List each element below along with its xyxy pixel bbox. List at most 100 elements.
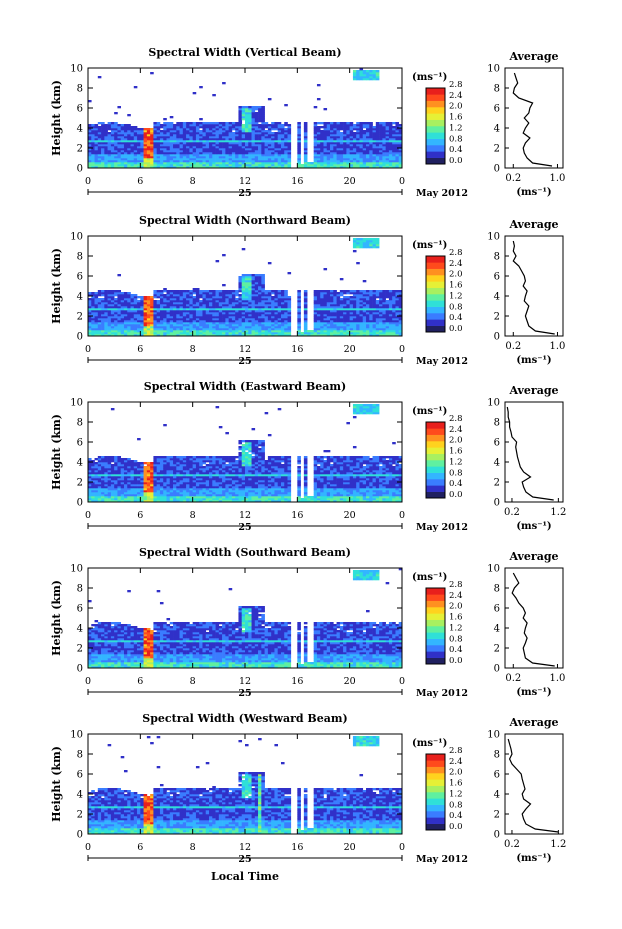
heatmap-cell bbox=[379, 326, 383, 329]
heatmap-cell bbox=[150, 492, 154, 495]
heatmap-cell bbox=[169, 116, 174, 119]
heatmap-cell bbox=[150, 134, 154, 137]
heatmap-cell bbox=[245, 304, 249, 307]
heatmap-cell bbox=[366, 132, 370, 135]
heatmap-cell bbox=[182, 162, 187, 165]
heatmap-cell bbox=[91, 164, 95, 167]
heatmap-cell bbox=[179, 128, 184, 131]
heatmap-cell bbox=[110, 162, 115, 165]
heatmap-cell bbox=[88, 332, 92, 335]
heatmap-cell bbox=[258, 298, 262, 301]
heatmap-cell bbox=[356, 312, 360, 315]
heatmap-cell bbox=[313, 128, 318, 131]
heatmap-cell bbox=[101, 300, 105, 303]
heatmap-cell bbox=[280, 142, 285, 145]
heatmap-cell bbox=[153, 480, 157, 483]
heatmap-cell bbox=[120, 294, 125, 297]
heatmap-cell bbox=[91, 304, 95, 307]
heatmap-cell bbox=[238, 158, 243, 161]
heatmap-cell bbox=[339, 306, 344, 309]
heatmap-cell bbox=[146, 320, 151, 323]
heatmap-cell bbox=[343, 312, 347, 315]
heatmap-cell bbox=[101, 150, 105, 153]
heatmap-cell bbox=[369, 244, 373, 247]
heatmap-cell bbox=[372, 240, 377, 243]
heatmap-cell bbox=[218, 140, 223, 143]
heatmap-cell bbox=[352, 136, 357, 139]
heatmap-cell bbox=[150, 480, 154, 483]
heatmap-cell bbox=[264, 164, 269, 167]
heatmap-cell bbox=[94, 140, 99, 143]
heatmap-cell bbox=[398, 304, 403, 307]
heatmap-cell bbox=[375, 144, 380, 147]
heatmap-cell bbox=[261, 308, 265, 311]
avg-y-tick-label: 4 bbox=[494, 292, 500, 303]
heatmap-cell bbox=[202, 130, 207, 133]
heatmap-cell bbox=[225, 312, 229, 315]
heatmap-cell bbox=[254, 282, 259, 285]
heatmap-cell bbox=[91, 298, 95, 301]
heatmap-cell bbox=[261, 316, 265, 319]
heatmap-cell bbox=[140, 296, 144, 299]
heatmap-cell bbox=[336, 146, 341, 149]
heatmap-cell bbox=[101, 326, 105, 329]
heatmap-cell bbox=[205, 326, 210, 329]
heatmap-cell bbox=[166, 154, 171, 157]
heatmap-cell bbox=[375, 128, 380, 131]
heatmap-cell bbox=[280, 292, 285, 295]
heatmap-cell bbox=[137, 306, 141, 309]
heatmap-cell bbox=[212, 140, 216, 143]
heatmap-cell bbox=[182, 164, 187, 167]
heatmap-cell bbox=[382, 328, 386, 331]
heatmap-cell bbox=[385, 152, 390, 155]
heatmap-cell bbox=[388, 300, 393, 303]
heatmap-cell bbox=[120, 144, 125, 147]
heatmap-cell bbox=[88, 128, 92, 131]
heatmap-cell bbox=[388, 146, 393, 149]
heatmap-cell bbox=[359, 140, 364, 143]
heatmap-cell bbox=[241, 278, 246, 281]
heatmap-cell bbox=[225, 306, 229, 309]
heatmap-cell bbox=[202, 132, 207, 135]
heatmap-cell bbox=[362, 126, 367, 129]
heatmap-cell bbox=[375, 328, 380, 331]
heatmap-cell bbox=[159, 320, 164, 323]
heatmap-cell bbox=[320, 326, 324, 329]
heatmap-cell bbox=[159, 312, 164, 315]
heatmap-cell bbox=[280, 138, 285, 141]
heatmap-cell bbox=[392, 132, 396, 135]
heatmap-cell bbox=[349, 296, 354, 299]
heatmap-cell bbox=[156, 324, 161, 327]
heatmap-cell bbox=[248, 306, 252, 309]
heatmap-cell bbox=[166, 334, 171, 337]
heatmap-cell bbox=[303, 122, 308, 125]
heatmap-cell bbox=[153, 330, 157, 333]
heatmap-cell bbox=[352, 76, 357, 79]
heatmap-cell bbox=[241, 302, 246, 305]
heatmap-cell bbox=[366, 142, 370, 145]
heatmap-cell bbox=[101, 148, 105, 151]
heatmap-cell bbox=[379, 304, 383, 307]
heatmap-cell bbox=[388, 322, 393, 325]
heatmap-cell bbox=[137, 318, 141, 321]
heatmap-cell bbox=[382, 150, 386, 153]
heatmap-cell bbox=[114, 136, 118, 139]
heatmap-cell bbox=[218, 290, 223, 293]
heatmap-cell bbox=[346, 328, 350, 331]
heatmap-cell bbox=[245, 310, 249, 313]
heatmap-cell bbox=[251, 274, 256, 277]
heatmap-cell bbox=[189, 132, 193, 135]
heatmap-cell bbox=[388, 144, 393, 147]
heatmap-cell bbox=[189, 334, 193, 337]
heatmap-cell bbox=[166, 322, 171, 325]
heatmap-cell bbox=[91, 490, 95, 493]
heatmap-cell bbox=[297, 320, 301, 323]
heatmap-cell bbox=[326, 158, 331, 161]
heatmap-cell bbox=[297, 310, 301, 313]
heatmap-cell bbox=[330, 132, 334, 135]
heatmap-cell bbox=[326, 144, 331, 147]
heatmap-cell bbox=[336, 130, 341, 133]
heatmap-cell bbox=[212, 146, 216, 149]
heatmap-cell bbox=[107, 480, 112, 483]
heatmap-cell bbox=[182, 132, 187, 135]
